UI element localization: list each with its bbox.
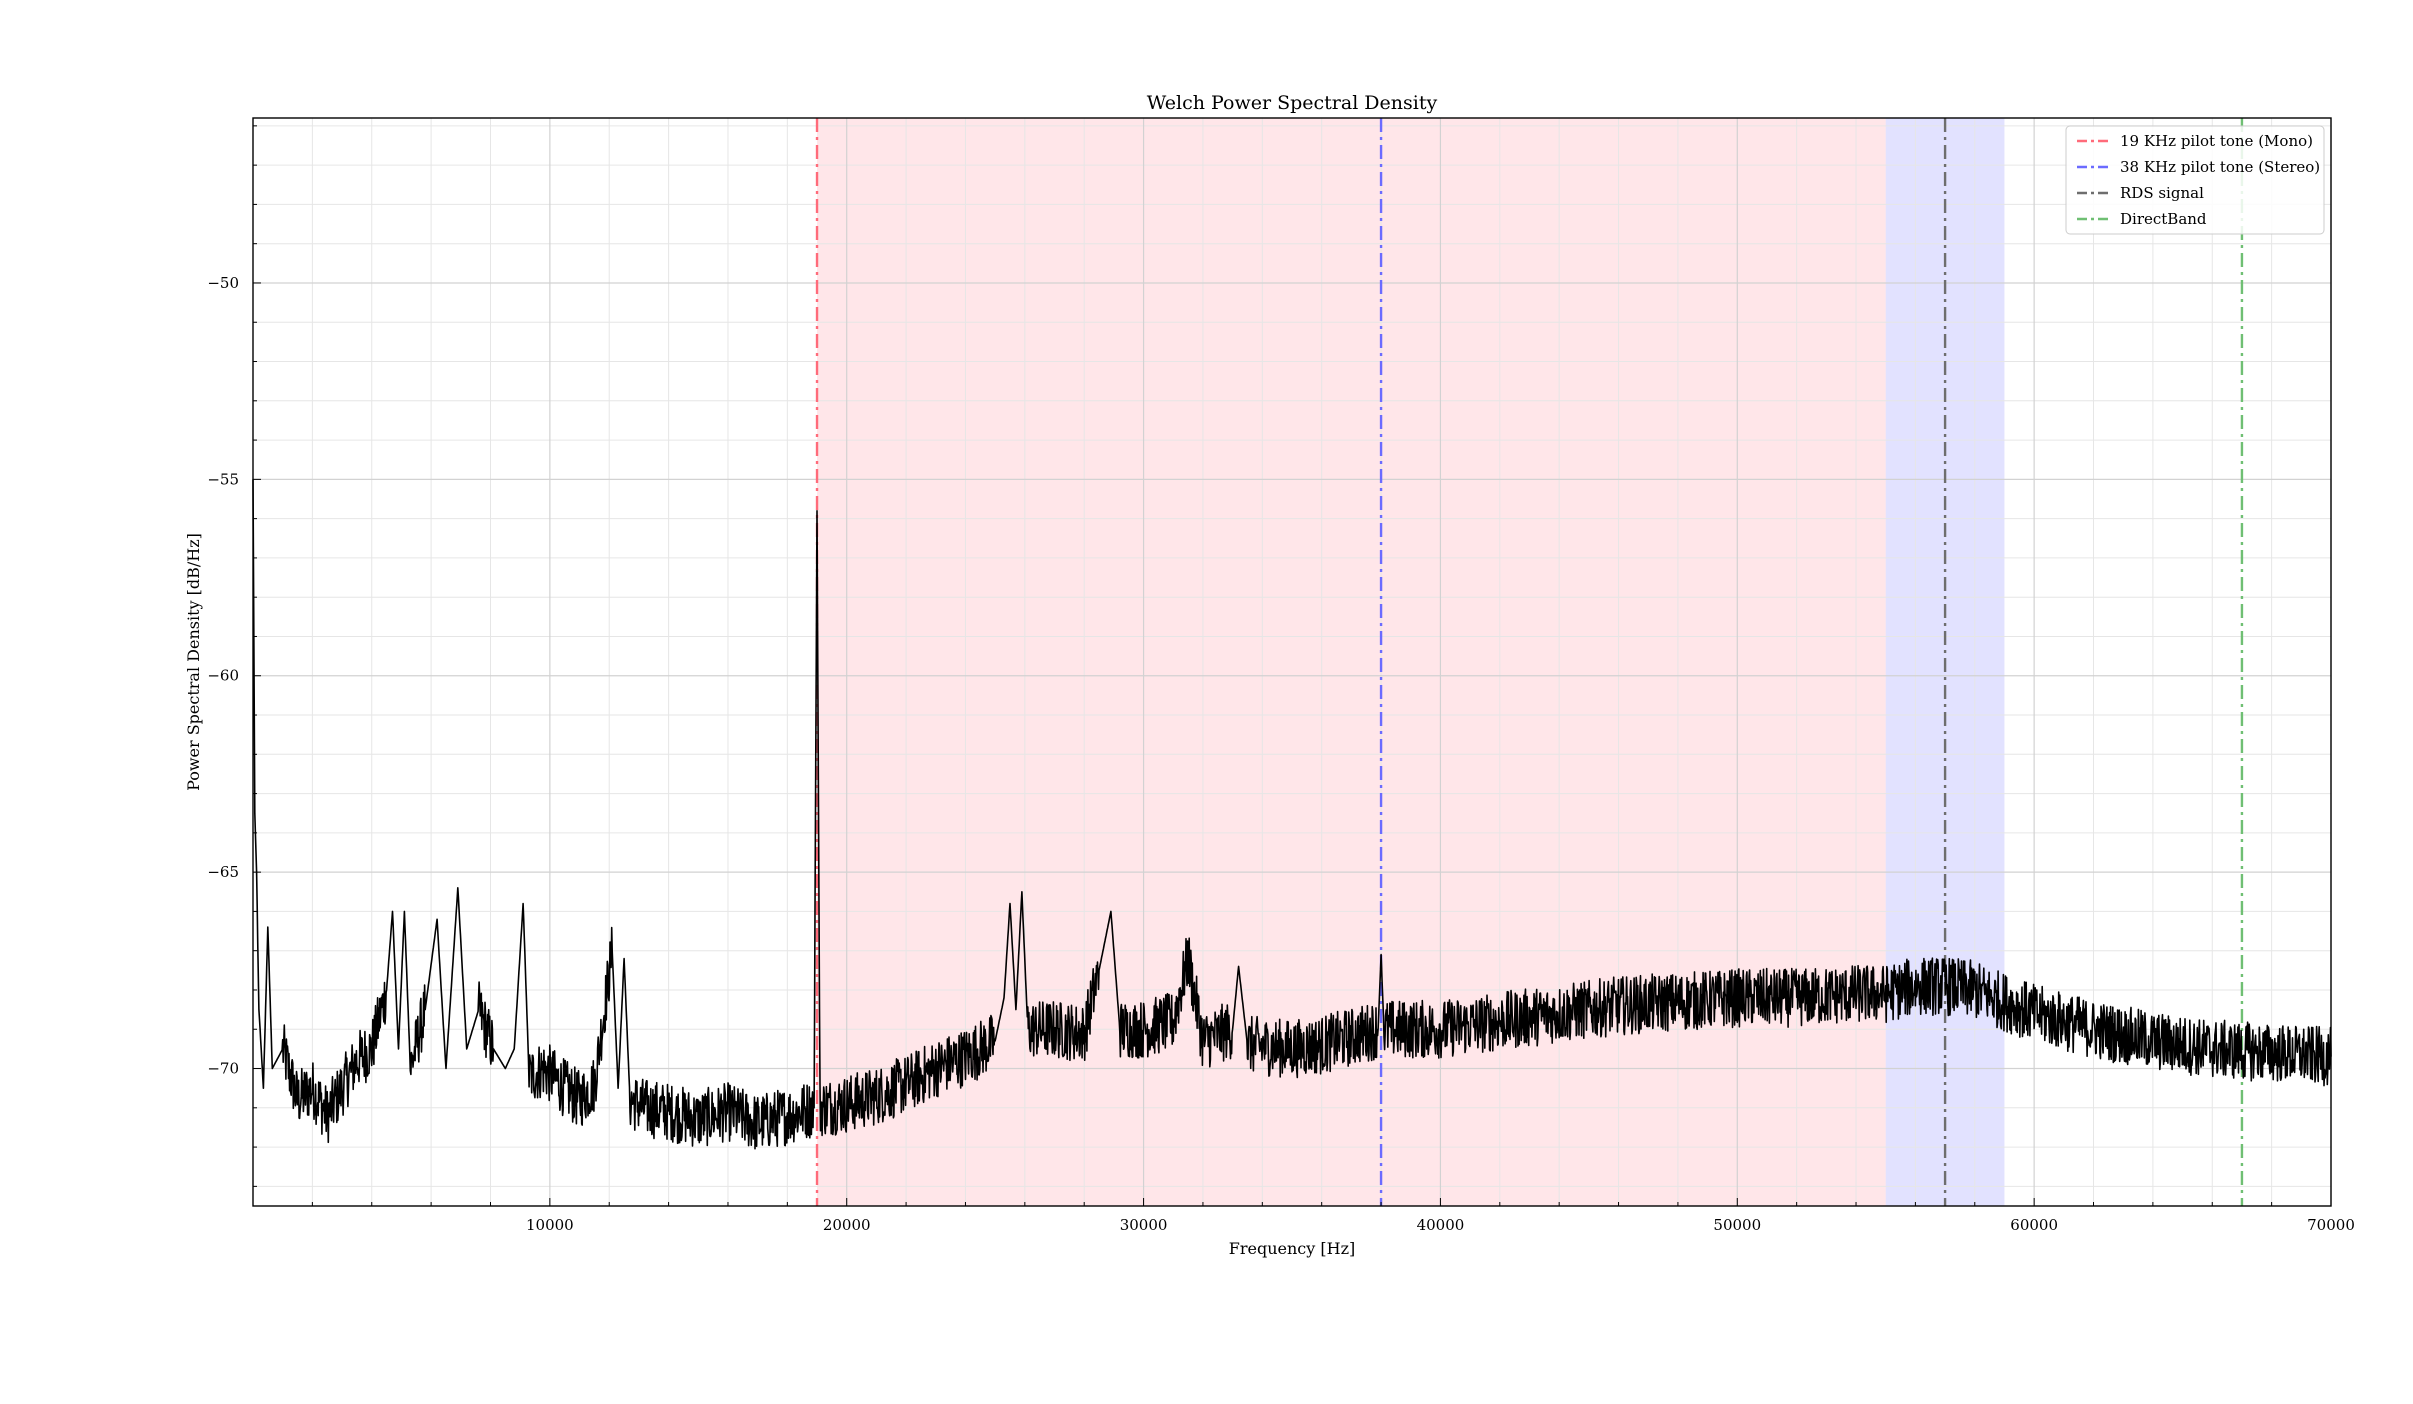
x-axis-label: Frequency [Hz]: [1229, 1239, 1356, 1258]
y-axis-label: Power Spectral Density [dB/Hz]: [184, 533, 203, 791]
legend-label-2: RDS signal: [2120, 184, 2204, 202]
x-tick-label: 10000: [526, 1216, 574, 1234]
grid-minor: [253, 118, 2331, 1206]
legend-label-0: 19 KHz pilot tone (Mono): [2120, 132, 2313, 150]
legend: 19 KHz pilot tone (Mono) 38 KHz pilot ton…: [2065, 125, 2325, 235]
x-tick-label: 50000: [1713, 1216, 1761, 1234]
x-tick-label: 40000: [1417, 1216, 1465, 1234]
y-tick-label: −65: [207, 863, 239, 881]
y-tick-label: −60: [207, 667, 239, 685]
x-tick-label: 60000: [2010, 1216, 2058, 1234]
chart-title: Welch Power Spectral Density: [1147, 92, 1438, 114]
legend-label-3: DirectBand: [2120, 210, 2207, 228]
x-tick-label: 70000: [2307, 1216, 2355, 1234]
y-tick-label: −50: [207, 274, 239, 292]
y-tick-label: −55: [207, 470, 239, 488]
legend-box: [2065, 125, 2325, 235]
x-ticks: 10000 20000 30000 40000 50000 60000 70000: [252, 1198, 2355, 1234]
legend-label-1: 38 KHz pilot tone (Stereo): [2120, 158, 2320, 176]
grid-major: [253, 118, 2332, 1206]
x-tick-label: 30000: [1120, 1216, 1168, 1234]
x-tick-label: 20000: [823, 1216, 871, 1234]
y-tick-label: −70: [207, 1060, 239, 1078]
plot-frame: [252, 117, 2332, 1207]
psd-series-line: [252, 479, 2332, 1150]
